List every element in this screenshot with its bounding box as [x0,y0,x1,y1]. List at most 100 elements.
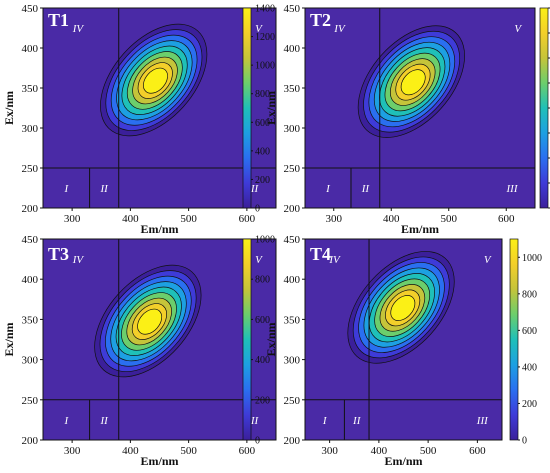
y-tick-label: 450 [284,234,301,246]
contour-level-9 [143,67,168,94]
plot-frame [42,238,277,441]
y-tick-label: 200 [22,203,39,215]
y-tick-label: 400 [284,274,301,286]
y-tick-label: 450 [22,3,39,15]
x-tick-label: 400 [122,213,139,225]
y-tick-label: 350 [284,83,301,95]
y-tick-label: 300 [284,355,301,367]
colorbar-tick-label: 200 [255,395,270,406]
y-tick-label: 350 [22,314,39,326]
colorbar-tick-label: 0 [522,436,527,447]
region-label-v: V [255,23,263,35]
x-axis-label: Em/nm [140,454,178,468]
region-label-iii: III [506,183,519,195]
y-axis-label: Ex/nm [2,91,16,125]
panel-title: T2 [310,10,331,30]
x-tick-label: 500 [441,213,458,225]
x-tick-label: 500 [180,213,197,225]
plot-frame [42,7,277,209]
colorbar-tick-label: 1000 [255,235,275,246]
plot-frame [304,238,503,441]
contour-group [347,251,455,364]
colorbar-tick-label: 800 [255,275,270,286]
y-tick-label: 200 [284,435,301,447]
region-label-v: V [484,254,492,266]
region-label-iv: IV [328,254,341,266]
contour-level-9 [390,295,416,321]
colorbar-tick-label: 1400 [255,4,275,15]
y-axis-label: Ex/nm [2,322,16,356]
region-label-i: I [63,415,69,427]
colorbar-tick-label: 0 [255,204,260,215]
y-tick-label: 450 [22,234,39,246]
x-tick-label: 600 [498,213,515,225]
colorbar-tick-label: 600 [255,315,270,326]
y-tick-label: 350 [22,83,39,95]
y-tick-label: 300 [22,355,39,367]
y-tick-label: 200 [284,203,301,215]
region-label-iii: III [476,415,489,427]
y-tick-label: 250 [22,163,39,175]
colorbar [539,7,549,209]
region-label-ii: II [361,183,371,195]
region-label-v: V [255,254,263,266]
y-tick-label: 400 [22,274,39,286]
contour-level-9 [400,69,426,96]
x-axis-label: Em/nm [140,222,178,236]
region-label-ii: II [99,415,109,427]
x-tick-label: 300 [326,213,343,225]
x-tick-label: 500 [180,445,197,457]
x-tick-label: 300 [64,213,81,225]
x-tick-label: 600 [239,445,256,457]
x-tick-label: 600 [469,445,486,457]
x-tick-label: 400 [122,445,139,457]
colorbar-tick-label: 0 [255,436,260,447]
y-tick-label: 400 [284,43,301,55]
colorbar-tick-label: 200 [522,399,537,410]
contour-level-9 [137,308,163,335]
colorbar-tick-label: 1000 [255,61,275,72]
region-label-i: I [322,415,328,427]
y-tick-label: 400 [22,43,39,55]
colorbar-tick-label: 400 [522,362,537,373]
contour-group [357,25,465,138]
colorbar-tick-label: 400 [255,146,270,157]
colorbar [242,7,252,209]
x-tick-label: 600 [239,213,256,225]
x-axis-label: Em/nm [384,454,422,468]
x-tick-label: 300 [64,445,81,457]
colorbar-tick-label: 1200 [255,32,275,43]
region-label-i: I [325,183,331,195]
plot-frame [304,7,536,209]
colorbar-tick-label: 200 [255,175,270,186]
panel-title: T1 [48,10,69,30]
colorbar [509,238,519,441]
y-tick-label: 200 [22,435,39,447]
contour-group [94,264,202,378]
x-tick-label: 400 [371,445,388,457]
panel-title: T3 [48,244,69,264]
y-tick-label: 350 [284,314,301,326]
colorbar-tick-label: 1000 [522,253,542,264]
colorbar [242,238,252,441]
x-tick-label: 400 [383,213,400,225]
colorbar-tick-label: 800 [255,89,270,100]
y-axis-label: Ex/nm [264,322,278,356]
y-tick-label: 250 [284,395,301,407]
y-tick-label: 300 [22,123,39,135]
region-label-v: V [514,23,522,35]
x-axis-label: Em/nm [401,222,439,236]
panel-title: T4 [310,244,331,264]
region-label-i: I [63,183,69,195]
contour-group [100,23,208,137]
region-label-iv: IV [333,23,346,35]
x-tick-label: 500 [420,445,437,457]
y-axis-label: Ex/nm [264,91,278,125]
y-tick-label: 450 [284,3,301,15]
region-label-ii: II [352,415,362,427]
